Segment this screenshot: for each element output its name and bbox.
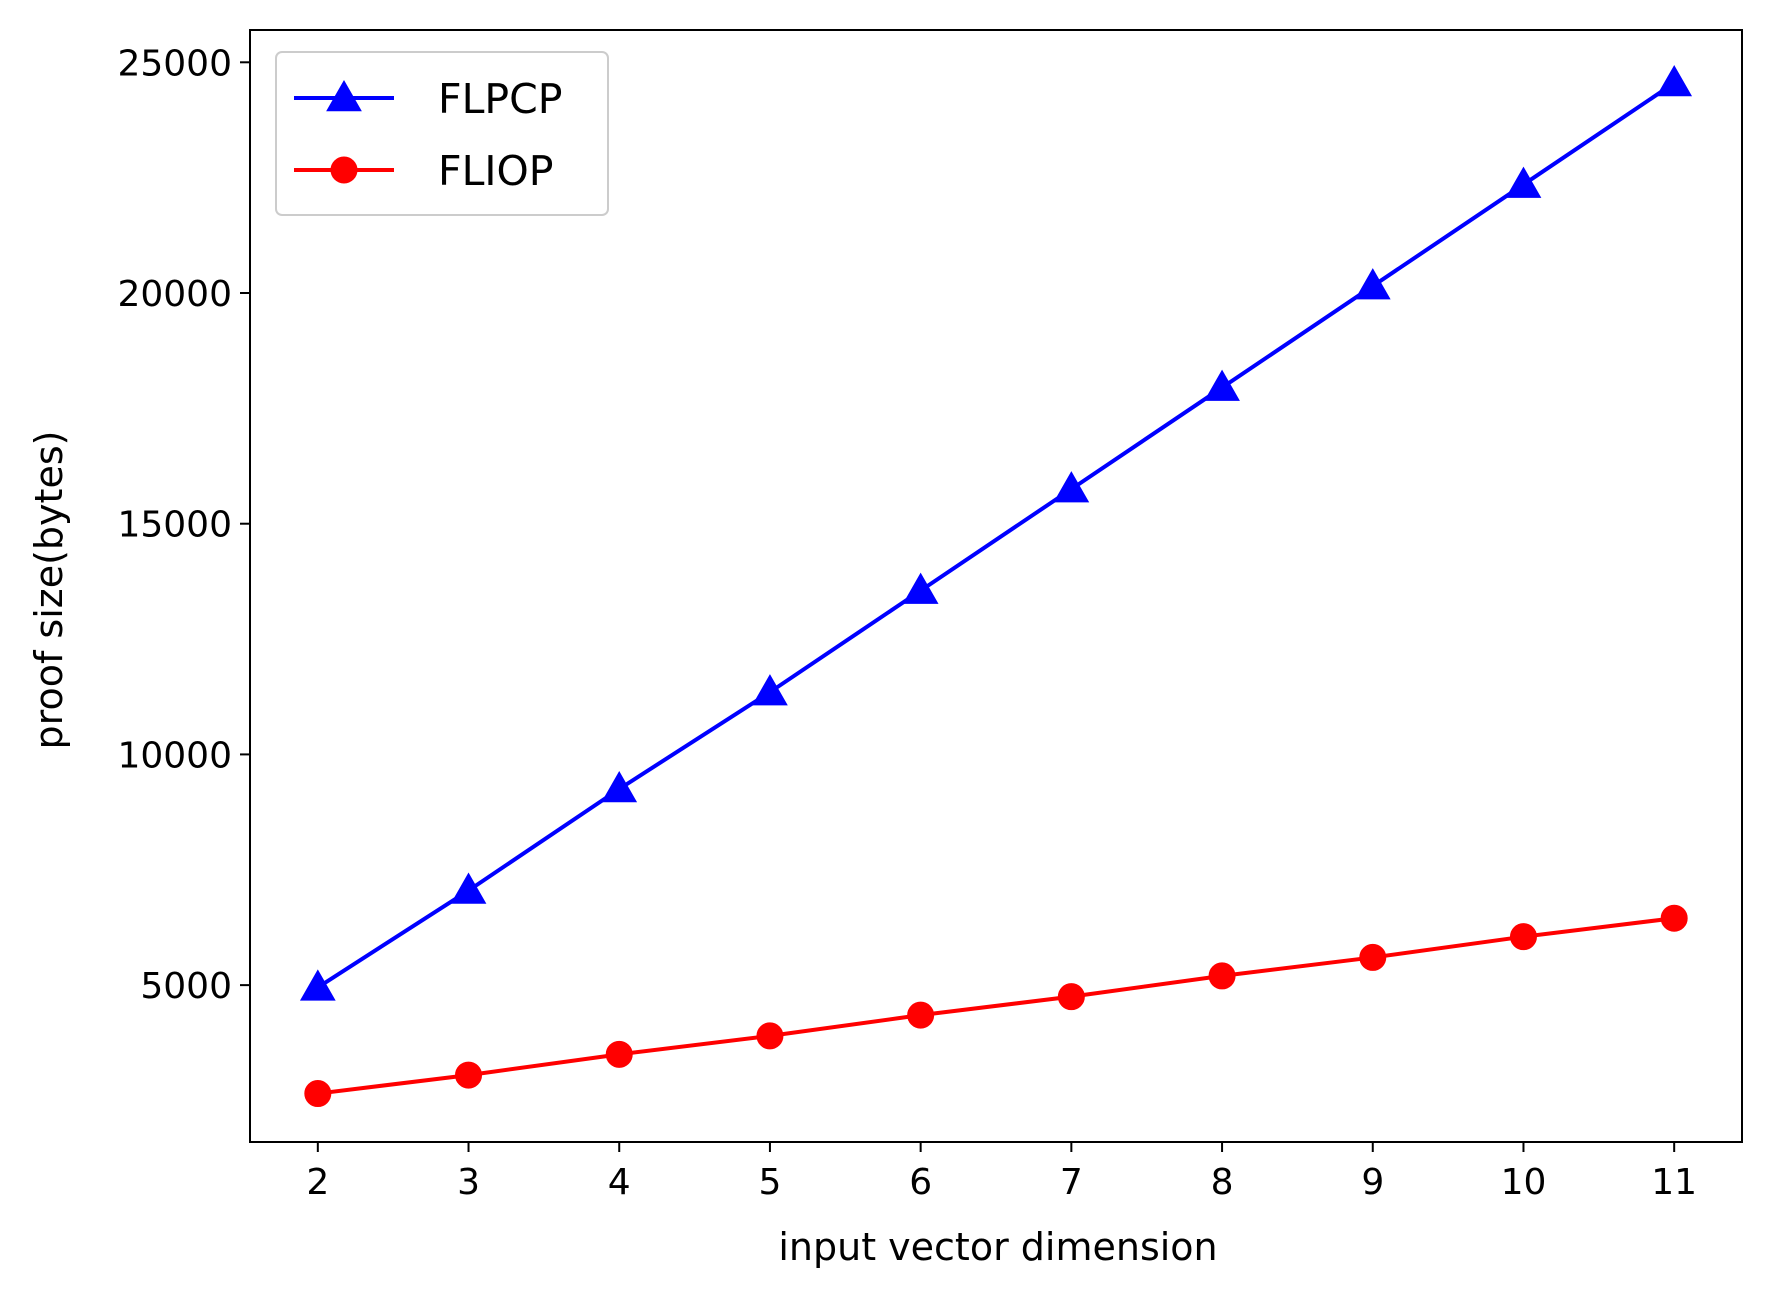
x-tick-label: 7 [1060, 1162, 1083, 1203]
y-tick-label: 20000 [117, 274, 232, 315]
data-point-flpcp [1053, 471, 1090, 503]
x-tick-label: 6 [909, 1162, 932, 1203]
legend-item-flpcp: FLPCP [294, 75, 563, 123]
data-point-fliop [756, 1022, 784, 1050]
data-point-flpcp [902, 572, 939, 604]
y-axis-ticks: 5000 10000 15000 20000 25000 [117, 43, 250, 1007]
data-point-flpcp [752, 674, 788, 706]
legend-marker-fliop [330, 156, 358, 184]
data-point-flpcp [299, 969, 336, 1001]
data-point-fliop [1057, 983, 1085, 1011]
x-tick-label: 10 [1501, 1162, 1547, 1203]
data-point-flpcp [1656, 65, 1693, 97]
x-axis-ticks: 2 3 4 5 6 7 8 9 10 11 [306, 1142, 1697, 1203]
legend-item-fliop: FLIOP [294, 147, 554, 195]
data-point-fliop [1660, 904, 1688, 932]
y-tick-label: 10000 [117, 735, 232, 776]
y-axis-label: proof size(bytes) [27, 431, 71, 750]
series-fliop [304, 904, 1688, 1108]
y-tick-label: 25000 [117, 43, 232, 84]
data-point-fliop [907, 1001, 935, 1029]
x-tick-label: 11 [1651, 1162, 1697, 1203]
legend: FLPCP FLIOP [275, 51, 609, 216]
data-point-fliop [304, 1080, 332, 1108]
data-point-fliop [1208, 962, 1236, 990]
data-point-flpcp [1354, 268, 1391, 300]
series-line-fliop [317, 916, 1675, 1096]
data-point-fliop [1509, 923, 1537, 951]
x-tick-label: 3 [457, 1162, 480, 1203]
data-point-fliop [455, 1061, 483, 1089]
data-point-flpcp [601, 771, 638, 803]
data-point-flpcp [1505, 166, 1542, 198]
legend-label-fliop: FLIOP [438, 147, 554, 195]
x-axis-label: input vector dimension [778, 1225, 1217, 1269]
legend-marker-flpcp [326, 79, 362, 112]
x-tick-label: 9 [1361, 1162, 1384, 1203]
legend-box [275, 51, 609, 216]
x-tick-label: 8 [1211, 1162, 1234, 1203]
legend-label-flpcp: FLPCP [438, 75, 563, 123]
x-tick-label: 5 [758, 1162, 781, 1203]
series-line-flpcp [316, 81, 1676, 990]
data-point-fliop [605, 1040, 633, 1068]
data-point-flpcp [450, 872, 487, 904]
series-layer [299, 65, 1693, 1108]
x-tick-label: 4 [608, 1162, 631, 1203]
series-flpcp [299, 65, 1693, 1001]
data-point-fliop [1359, 943, 1387, 971]
y-tick-label: 15000 [117, 505, 232, 546]
data-point-flpcp [1204, 369, 1240, 401]
x-tick-label: 2 [306, 1162, 329, 1203]
y-tick-label: 5000 [140, 966, 232, 1007]
